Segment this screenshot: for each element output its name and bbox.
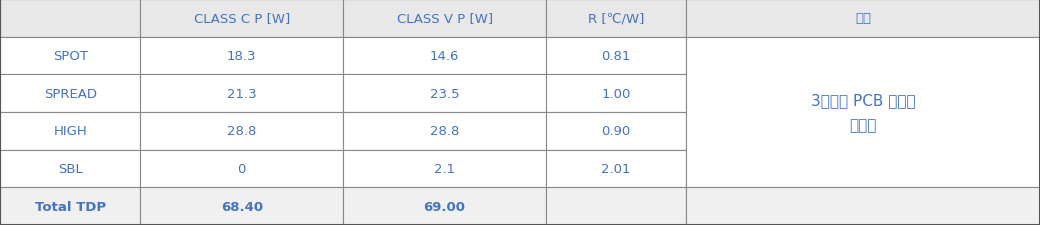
Text: 14.6: 14.6	[430, 50, 460, 63]
Bar	[0, 112, 140, 150]
Text: 28.8: 28.8	[430, 125, 460, 138]
Bar	[140, 187, 343, 225]
Text: 68.40: 68.40	[220, 200, 263, 213]
Bar	[686, 0, 1040, 38]
Bar	[546, 75, 686, 112]
Text: 비고: 비고	[855, 12, 872, 25]
Bar	[140, 112, 343, 150]
Text: 1.00: 1.00	[601, 87, 631, 100]
Text: 69.00: 69.00	[423, 200, 466, 213]
Bar	[686, 187, 1040, 225]
Bar	[140, 0, 343, 38]
Bar	[686, 187, 1040, 225]
Text: 23.5: 23.5	[430, 87, 460, 100]
Text: 2.1: 2.1	[434, 162, 456, 175]
Bar	[0, 75, 140, 112]
Bar	[0, 38, 140, 75]
Bar	[140, 150, 343, 187]
Text: CLASS V P [W]: CLASS V P [W]	[396, 12, 493, 25]
Bar	[546, 0, 686, 38]
Bar	[546, 187, 686, 225]
Bar	[546, 112, 686, 150]
Text: 3차년도 PCB 열저항
측정값: 3차년도 PCB 열저항 측정값	[811, 93, 915, 132]
Bar	[140, 38, 343, 75]
Bar	[140, 75, 343, 112]
Text: 21.3: 21.3	[227, 87, 257, 100]
Text: CLASS C P [W]: CLASS C P [W]	[193, 12, 290, 25]
Text: HIGH: HIGH	[53, 125, 87, 138]
Bar	[343, 150, 546, 187]
Bar	[343, 112, 546, 150]
Text: 28.8: 28.8	[227, 125, 257, 138]
Bar	[343, 0, 546, 38]
Bar	[0, 150, 140, 187]
Text: SPREAD: SPREAD	[44, 87, 97, 100]
Text: Total TDP: Total TDP	[34, 200, 106, 213]
Text: SBL: SBL	[58, 162, 82, 175]
Bar	[0, 0, 140, 38]
Bar	[343, 75, 546, 112]
Bar	[686, 38, 1040, 187]
Bar	[343, 38, 546, 75]
Bar	[0, 187, 140, 225]
Text: 0: 0	[237, 162, 246, 175]
Bar	[343, 187, 546, 225]
Bar	[546, 150, 686, 187]
Text: R [℃/W]: R [℃/W]	[588, 12, 645, 25]
Text: 0.81: 0.81	[601, 50, 631, 63]
Text: SPOT: SPOT	[53, 50, 87, 63]
Text: 2.01: 2.01	[601, 162, 631, 175]
Text: 0.90: 0.90	[601, 125, 631, 138]
Text: 18.3: 18.3	[227, 50, 257, 63]
Bar	[546, 38, 686, 75]
